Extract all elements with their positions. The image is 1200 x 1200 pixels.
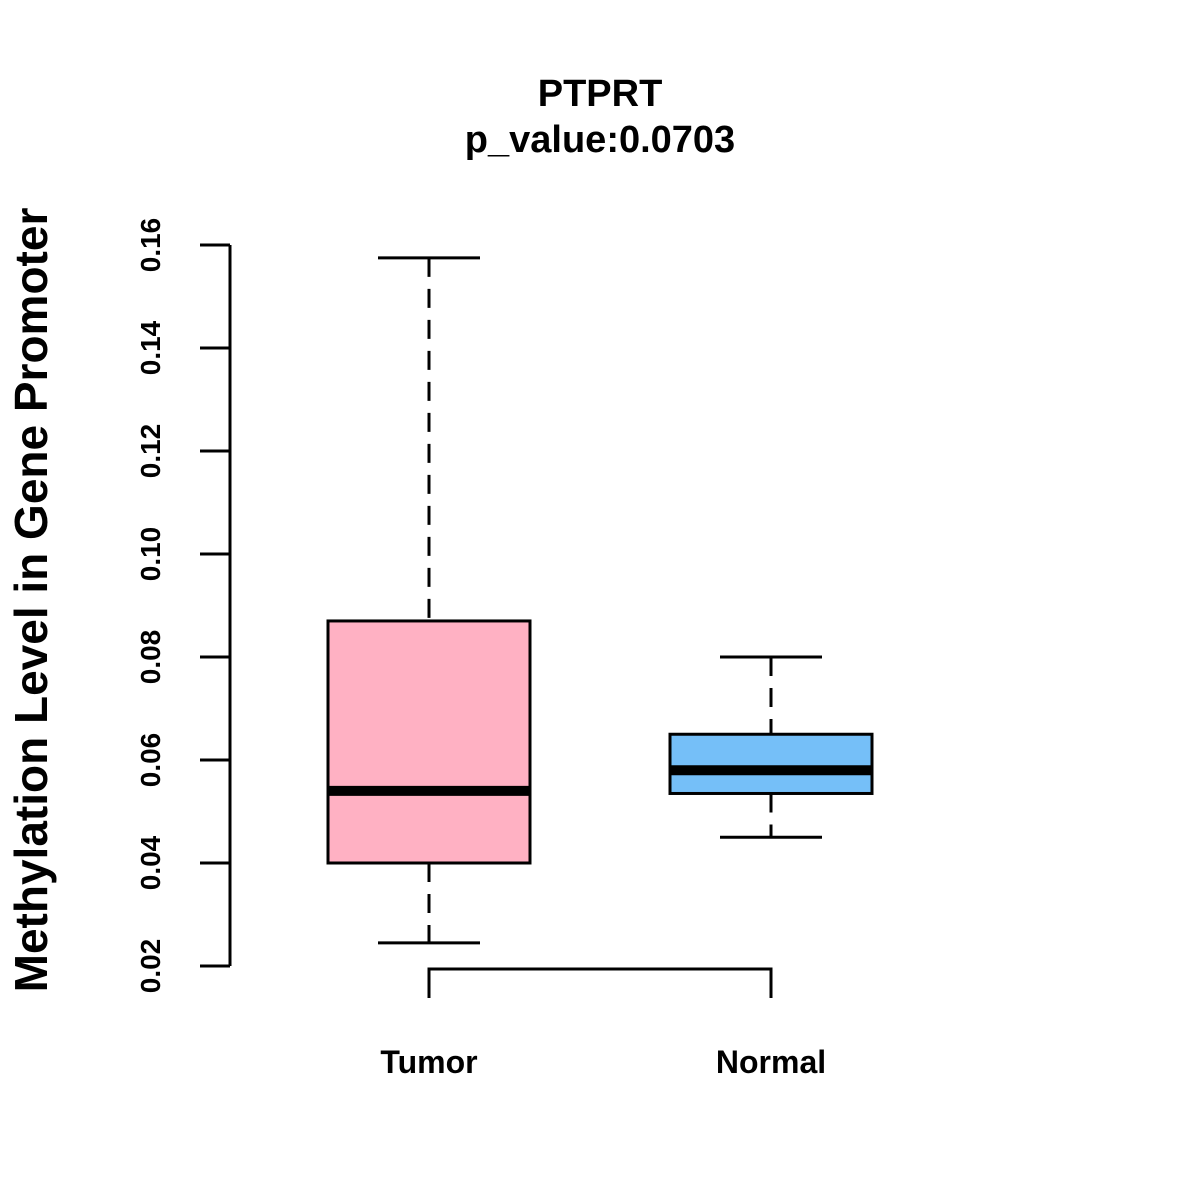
y-axis-label: Methylation Level in Gene Promoter [5, 208, 57, 993]
box-normal [668, 655, 874, 839]
box-tumor [326, 256, 532, 945]
y-tick-label: 0.04 [135, 835, 166, 890]
category-labels: Tumor Normal [380, 1044, 826, 1080]
y-tick-label: 0.08 [135, 630, 166, 685]
y-tick-label: 0.06 [135, 733, 166, 788]
bracket-line [427, 967, 773, 998]
y-axis: 0.02 0.04 0.06 0.08 0.10 0.12 0.14 0.16 [135, 218, 232, 994]
y-tick-label: 0.12 [135, 424, 166, 479]
y-tick-label: 0.10 [135, 527, 166, 582]
y-tick-label: 0.16 [135, 218, 166, 273]
box-iqr [326, 619, 532, 865]
category-label-normal: Normal [716, 1044, 826, 1080]
chart-title: PTPRT [538, 73, 663, 115]
chart-subtitle: p_value:0.0703 [465, 119, 735, 161]
y-tick-label: 0.02 [135, 939, 166, 994]
box-iqr [668, 732, 874, 795]
y-tick-label: 0.14 [135, 320, 166, 375]
category-label-tumor: Tumor [380, 1044, 477, 1080]
comparison-bracket [427, 967, 773, 998]
boxes [326, 256, 874, 945]
